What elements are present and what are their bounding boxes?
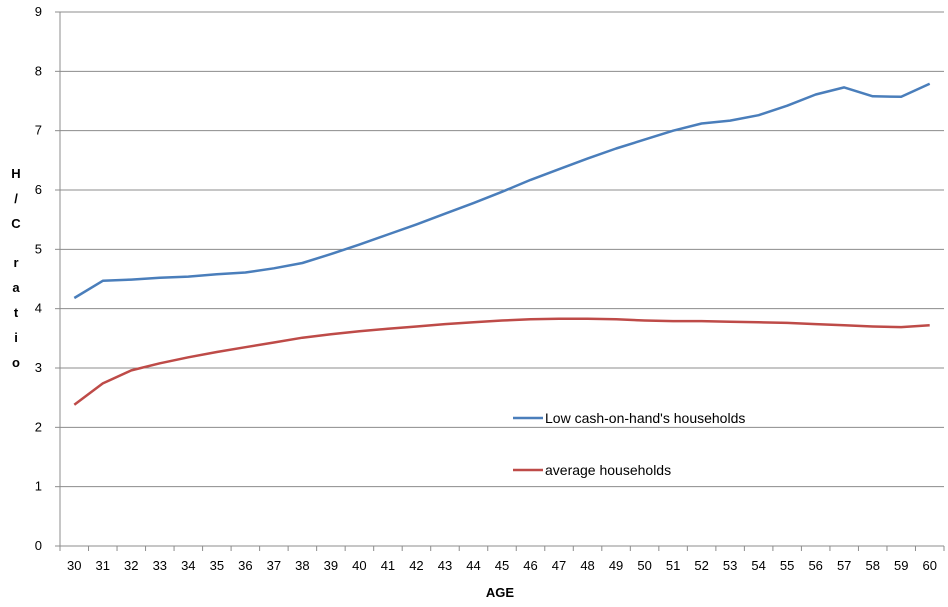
- x-tick-label: 31: [96, 558, 110, 573]
- x-axis-label: AGE: [486, 585, 515, 600]
- x-tick-label: 43: [438, 558, 452, 573]
- y-axis-label-char: t: [14, 305, 19, 320]
- x-tick-label: 54: [751, 558, 765, 573]
- y-tick-label: 7: [35, 123, 42, 138]
- x-tick-label: 55: [780, 558, 794, 573]
- x-tick-label: 52: [694, 558, 708, 573]
- y-axis-label-char: H: [11, 166, 20, 181]
- y-tick-label: 9: [35, 4, 42, 19]
- y-tick-label: 4: [35, 301, 42, 316]
- y-tick-label: 6: [35, 182, 42, 197]
- x-tick-label: 35: [210, 558, 224, 573]
- y-axis-label-char: o: [12, 355, 20, 370]
- x-tick-label: 50: [637, 558, 651, 573]
- y-tick-label: 8: [35, 63, 42, 78]
- series-lines: [73, 82, 931, 406]
- x-tick-label: 30: [67, 558, 81, 573]
- x-tick-label: 44: [466, 558, 480, 573]
- x-tick-label: 49: [609, 558, 623, 573]
- y-axis-ticks: 0 1 2 3 4 5 6 7 8 9: [35, 4, 60, 553]
- x-tick-label: 47: [552, 558, 566, 573]
- x-tick-label: 38: [295, 558, 309, 573]
- x-tick-label: 45: [495, 558, 509, 573]
- legend: Low cash-on-hand's households average hou…: [513, 410, 745, 478]
- x-tick-label: 36: [238, 558, 252, 573]
- x-tick-label: 58: [865, 558, 879, 573]
- x-tick-label: 39: [324, 558, 338, 573]
- x-tick-label: 46: [523, 558, 537, 573]
- x-tick-label: 33: [153, 558, 167, 573]
- x-tick-label: 32: [124, 558, 138, 573]
- x-tick-label: 34: [181, 558, 195, 573]
- x-tick-label: 41: [381, 558, 395, 573]
- x-tick-label: 56: [808, 558, 822, 573]
- y-tick-label: 2: [35, 419, 42, 434]
- x-tick-label: 57: [837, 558, 851, 573]
- y-axis-label-char: C: [11, 216, 21, 231]
- y-tick-label: 0: [35, 538, 42, 553]
- x-tick-label: 48: [580, 558, 594, 573]
- y-axis-label-char: /: [14, 191, 18, 206]
- y-axis-label-char: a: [12, 280, 20, 295]
- x-tick-label: 51: [666, 558, 680, 573]
- series-line-1: [73, 317, 930, 406]
- series-line-0: [73, 82, 931, 300]
- gridlines: [59, 11, 944, 547]
- x-tick-label: 42: [409, 558, 423, 573]
- y-tick-label: 1: [35, 479, 42, 494]
- x-tick-label: 37: [267, 558, 281, 573]
- x-tick-label: 60: [923, 558, 937, 573]
- y-axis-label-char: i: [14, 330, 18, 345]
- x-axis-ticks: 30 31 32 33 34 35 36 37 38 39 40 41 42 43 44 45 46 47 48 49…: [59, 546, 945, 573]
- y-axis-label-char: r: [13, 255, 18, 270]
- x-tick-label: 59: [894, 558, 908, 573]
- y-tick-label: 3: [35, 360, 42, 375]
- y-tick-label: 5: [35, 241, 42, 256]
- legend-label: Low cash-on-hand's households: [545, 410, 745, 426]
- x-tick-label: 40: [352, 558, 366, 573]
- legend-label: average households: [545, 462, 671, 478]
- x-tick-label: 53: [723, 558, 737, 573]
